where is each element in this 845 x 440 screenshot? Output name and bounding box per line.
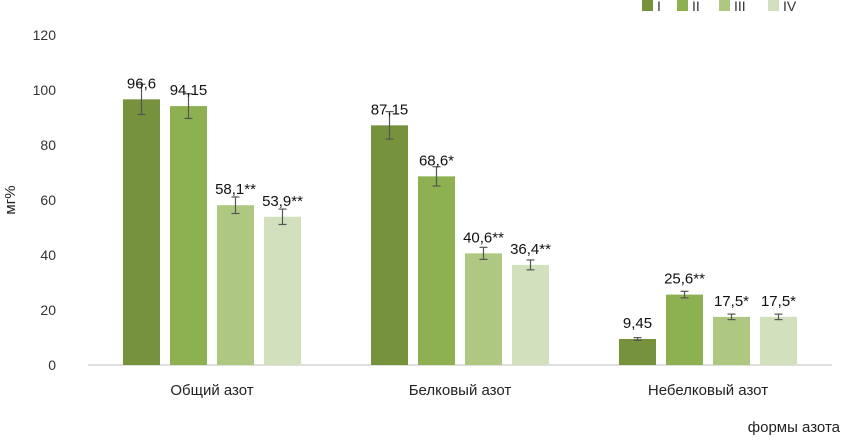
legend-label-I: I	[657, 0, 661, 14]
data-label: 87,15	[371, 101, 409, 118]
x-category-label: Небелковый азот	[648, 382, 768, 399]
y-tick-label: 100	[33, 82, 57, 98]
legend-swatch-II	[677, 0, 688, 11]
bar-III-2	[465, 253, 502, 365]
bar-II-3	[666, 294, 703, 365]
y-axis-title: мг%	[2, 185, 19, 214]
bar-IV-3	[760, 316, 797, 365]
y-tick-label: 80	[40, 137, 56, 153]
data-label: 40,6**	[463, 229, 504, 246]
data-label: 96,6	[127, 75, 156, 92]
data-label: 36,4**	[510, 241, 551, 258]
data-label: 17,5*	[714, 293, 749, 310]
data-label: 68,6*	[419, 152, 454, 169]
data-label: 94,15	[170, 82, 208, 99]
data-label: 53,9**	[262, 193, 303, 210]
bar-I-1	[123, 99, 160, 365]
legend-label-II: II	[692, 0, 700, 14]
y-tick-label: 60	[40, 192, 56, 208]
legend-swatch-IV	[768, 0, 779, 11]
y-tick-label: 0	[48, 357, 56, 373]
x-axis-title: формы азота	[748, 419, 841, 436]
data-label: 58,1**	[215, 181, 256, 198]
x-category-label: Общий азот	[170, 382, 253, 399]
data-label: 25,6**	[664, 271, 705, 288]
x-category-label: Белковый азот	[409, 382, 512, 399]
legend-label-III: III	[734, 0, 746, 14]
bar-IV-1	[264, 216, 301, 365]
bar-II-1	[170, 106, 207, 366]
legend-swatch-III	[719, 0, 730, 11]
bar-I-3	[619, 339, 656, 365]
y-tick-label: 40	[40, 247, 56, 263]
bar-III-1	[217, 205, 254, 365]
y-tick-label: 120	[33, 27, 57, 43]
y-tick-label: 20	[40, 302, 56, 318]
bar-I-2	[371, 125, 408, 366]
data-label: 9,45	[623, 315, 652, 332]
legend-swatch-I	[642, 0, 653, 11]
bar-III-3	[713, 316, 750, 365]
data-label: 17,5*	[761, 293, 796, 310]
bar-II-2	[418, 176, 455, 365]
legend-label-IV: IV	[783, 0, 797, 14]
bar-IV-2	[512, 264, 549, 365]
